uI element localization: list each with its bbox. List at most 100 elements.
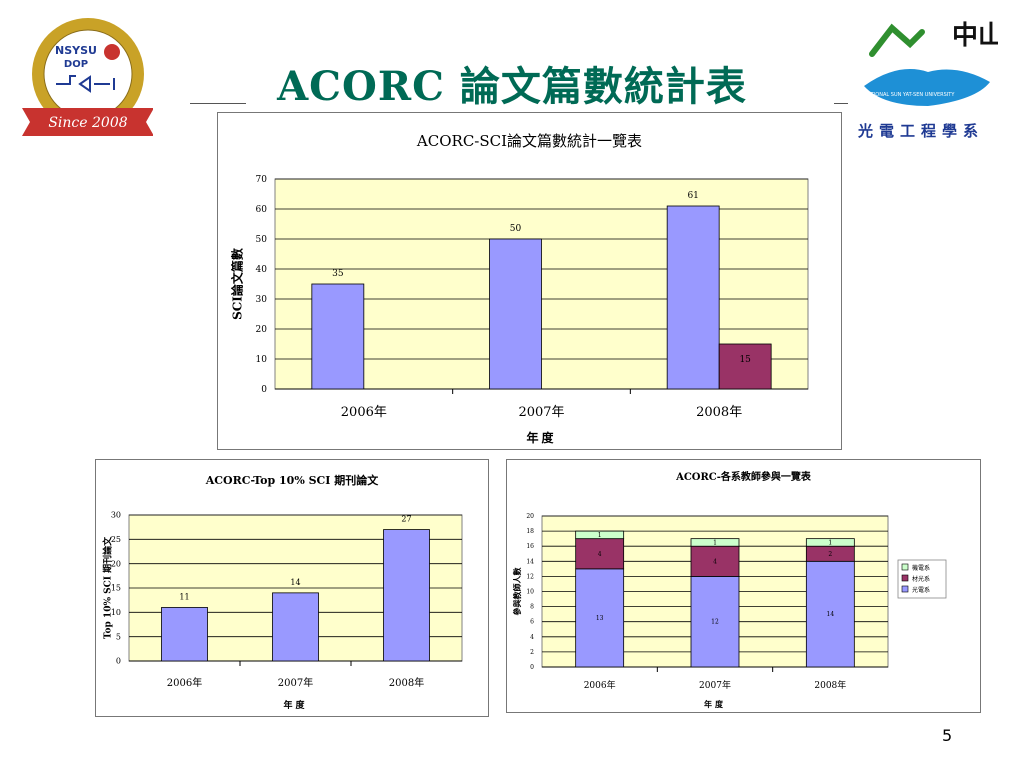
legend-swatch xyxy=(901,563,909,571)
x-axis-label: 年度 xyxy=(283,699,307,711)
legend-label: 機電系 xyxy=(912,564,930,572)
bar xyxy=(575,538,625,570)
y-tick-label: 18 xyxy=(526,528,534,535)
logo-mountain-icon xyxy=(869,23,925,57)
y-tick-label: 4 xyxy=(530,634,534,641)
x-tick-label: 2006年 xyxy=(341,405,387,420)
x-tick-label: 2008年 xyxy=(389,676,424,689)
department-name: 光電工程學系 xyxy=(858,122,985,140)
x-tick-label: 2006年 xyxy=(584,679,616,691)
logo-banner-text: Since 2008 xyxy=(48,115,127,131)
data-label: 50 xyxy=(510,224,522,234)
title-rule-left xyxy=(190,103,246,104)
logo-circuit-icon xyxy=(56,75,115,93)
legend-swatch xyxy=(901,585,909,593)
bar xyxy=(272,592,319,662)
y-tick-label: 60 xyxy=(256,205,268,215)
logo-top-text: NSYSU xyxy=(55,44,97,57)
bar xyxy=(805,538,855,547)
y-tick-label: 20 xyxy=(526,513,534,520)
data-label: 11 xyxy=(179,592,189,601)
chart-frame-faculty: ACORC-各系教師參與一覽表 0 2 4 6 8 10 12 14 16 18 20 2006年 200… xyxy=(506,459,981,713)
data-label: 35 xyxy=(332,269,344,279)
y-tick-label: 16 xyxy=(526,543,534,550)
logo-sun-icon xyxy=(104,44,120,60)
y-axis-label: Top 10% SCI 期刊論文 xyxy=(102,536,114,639)
y-tick-label: 10 xyxy=(256,355,268,365)
page-number: 5 xyxy=(942,726,953,745)
y-tick-label: 70 xyxy=(256,175,268,185)
y-tick-label: 6 xyxy=(530,619,534,626)
legend-swatch xyxy=(901,574,909,582)
bar xyxy=(690,576,740,668)
nsysu-university-logo: 中山 NATIONAL SUN YAT-SEN UNIVERSITY xyxy=(864,21,998,106)
legend-label: 材光系 xyxy=(912,575,930,583)
y-tick-label: 25 xyxy=(111,535,121,544)
y-tick-label: 15 xyxy=(111,584,121,593)
y-tick-label: 30 xyxy=(111,511,121,520)
y-tick-label: 20 xyxy=(256,325,268,335)
y-tick-label: 0 xyxy=(530,664,534,671)
bar xyxy=(575,530,625,540)
data-label: 1 xyxy=(713,539,717,546)
logo-sub-text: DOP xyxy=(64,59,88,70)
chart-sci-papers: ACORC-SCI論文篇數統計一覽表 0 10 20 30 40 50 60 70 2006年 20… xyxy=(230,132,809,445)
y-tick-label: 10 xyxy=(111,608,121,617)
title-rule-right xyxy=(834,103,848,104)
data-label: 13 xyxy=(596,615,604,622)
y-tick-label: 10 xyxy=(526,589,534,596)
x-tick-label: 2007年 xyxy=(518,405,564,420)
x-tick-label: 2008年 xyxy=(814,679,846,691)
chart-title: ACORC-Top 10% SCI 期刊論文 xyxy=(205,473,380,487)
data-label: 4 xyxy=(713,558,717,565)
y-tick-label: 8 xyxy=(530,604,534,611)
data-label: 1 xyxy=(828,539,832,546)
y-tick-label: 30 xyxy=(256,295,268,305)
y-tick-label: 5 xyxy=(116,632,121,641)
x-tick-label: 2008年 xyxy=(696,405,742,420)
y-axis-label: SCI論文篇數 xyxy=(230,248,245,320)
chart-title: ACORC-SCI論文篇數統計一覽表 xyxy=(416,132,642,150)
chart-frame-top10: ACORC-Top 10% SCI 期刊論文 0 5 10 15 20 25 30 2006年 2… xyxy=(95,459,489,717)
y-tick-label: 0 xyxy=(261,385,267,395)
y-tick-label: 50 xyxy=(256,235,268,245)
slide-title: ACORC 論文篇數統計表 xyxy=(277,63,747,110)
y-tick-label: 2 xyxy=(530,649,534,656)
data-label: 27 xyxy=(401,515,411,524)
chart-title: ACORC-各系教師參與一覽表 xyxy=(675,470,812,483)
x-tick-label: 2007年 xyxy=(699,679,731,691)
data-label: 14 xyxy=(827,611,835,618)
logo-wave-icon xyxy=(864,69,990,106)
chart-top10-papers: ACORC-Top 10% SCI 期刊論文 0 5 10 15 20 25 30 2006年 2… xyxy=(102,473,463,711)
bar xyxy=(489,238,542,390)
logo-characters: 中山 xyxy=(952,21,998,51)
data-label: 61 xyxy=(687,191,698,201)
x-axis-label: 年度 xyxy=(526,430,556,445)
bar xyxy=(575,568,625,668)
y-tick-label: 12 xyxy=(526,573,534,580)
bar xyxy=(383,529,430,662)
nsysu-dop-logo: NSYSU DOP Since 2008 xyxy=(22,18,153,136)
bar xyxy=(805,560,855,668)
data-label: 1 xyxy=(598,532,602,539)
logo-caption: NATIONAL SUN YAT-SEN UNIVERSITY xyxy=(864,92,955,98)
data-label: 4 xyxy=(598,551,602,558)
legend-label: 光電系 xyxy=(912,586,930,594)
x-tick-label: 2006年 xyxy=(167,676,202,689)
y-axis-label: 參與教師人數 xyxy=(512,568,522,616)
bar xyxy=(311,283,365,390)
bar xyxy=(161,607,208,662)
data-label: 14 xyxy=(290,578,300,587)
y-tick-label: 14 xyxy=(526,558,534,565)
chart-frame-sci: ACORC-SCI論文篇數統計一覽表 0 10 20 30 40 50 60 70 2006年 20… xyxy=(217,112,842,450)
y-tick-label: 0 xyxy=(116,657,121,666)
data-label: 15 xyxy=(739,355,751,365)
y-tick-label: 20 xyxy=(111,559,121,568)
data-label: 12 xyxy=(711,619,719,626)
data-label: 2 xyxy=(828,551,832,558)
x-axis-label: 年度 xyxy=(704,699,726,709)
bar xyxy=(666,205,720,390)
bar xyxy=(690,538,740,547)
y-tick-label: 40 xyxy=(256,265,268,275)
